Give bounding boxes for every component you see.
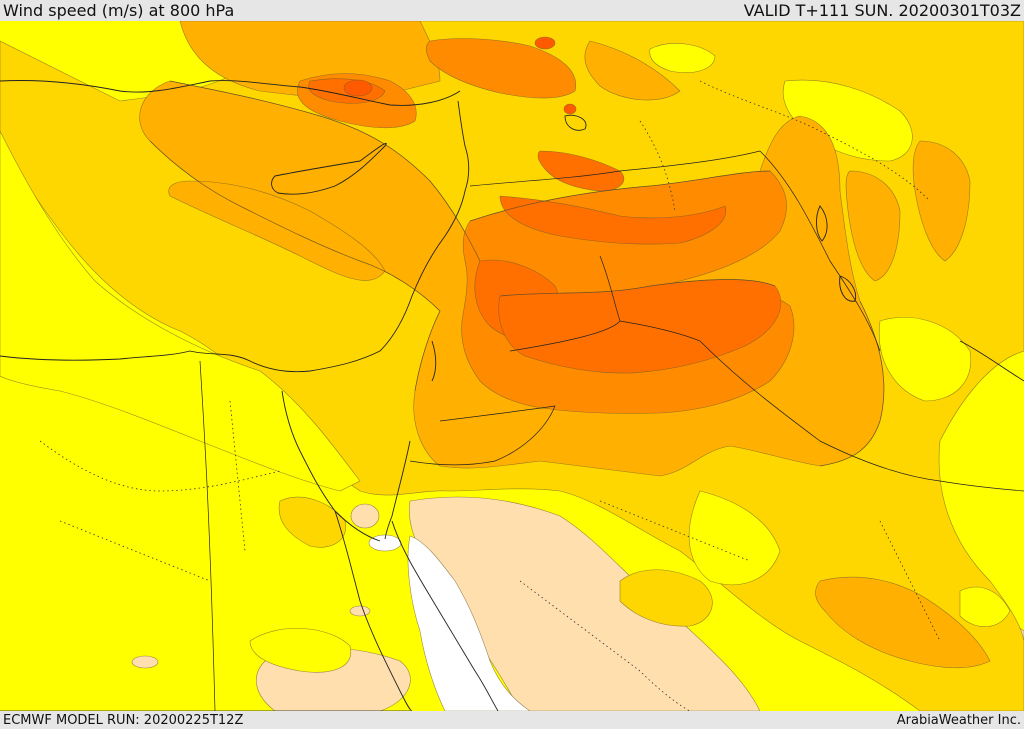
- fresh-wind-area: [584, 40, 681, 101]
- admin-boundary: [599, 500, 751, 562]
- light-wind-area: [688, 490, 781, 585]
- extreme-wind-area: [563, 103, 577, 115]
- small-weak-wind-area: [131, 655, 159, 669]
- dead-sea-outline: [431, 340, 437, 382]
- light-wind-area: [959, 586, 1011, 627]
- admin-boundary: [699, 80, 931, 202]
- extreme-wind-area: [534, 36, 556, 50]
- persian-gulf-coast: [959, 340, 1024, 382]
- map-footer: ECMWF MODEL RUN: 20200225T12Z ArabiaWeat…: [0, 711, 1024, 729]
- extreme-wind-area: [343, 79, 373, 97]
- map-title: Wind speed (m/s) at 800 hPa: [3, 1, 235, 20]
- border-iraq-syria: [599, 255, 701, 342]
- coastlines: [0, 80, 1024, 711]
- very-strong-wind-area: [537, 150, 625, 192]
- credit: ArabiaWeather Inc.: [896, 712, 1021, 728]
- lake-outline: [839, 275, 857, 302]
- small-weak-wind-area: [349, 605, 371, 617]
- light-wind-area: [649, 43, 716, 73]
- turkey-south-coast: [0, 80, 461, 106]
- calm-area: [407, 535, 531, 711]
- gulf-of-aqaba: [384, 440, 411, 540]
- border-iraq-saudi: [699, 340, 1024, 492]
- small-weak-wind-area: [350, 503, 380, 529]
- fresh-wind-area: [845, 170, 901, 282]
- map-header: Wind speed (m/s) at 800 hPa VALID T+111 …: [0, 0, 1024, 21]
- admin-boundary: [639, 120, 676, 212]
- moderate-wind-area: [278, 496, 347, 548]
- border-egypt-libya: [199, 360, 216, 711]
- gulf-of-suez: [281, 390, 381, 542]
- cyprus-outline: [271, 142, 387, 195]
- contour-lines: [149, 80, 885, 467]
- lake-van: [564, 114, 587, 131]
- fresh-wind-area: [168, 180, 386, 281]
- border-jordan-saudi: [409, 405, 556, 466]
- fresh-wind-area: [815, 576, 991, 669]
- extreme-wind-areas: [343, 36, 577, 115]
- light-wind-holes: [0, 43, 1011, 673]
- red-sea-west-coast: [334, 510, 413, 711]
- country-borders: [0, 150, 1024, 711]
- wind-speed-map: [0, 21, 1024, 711]
- light-wind-area: [878, 316, 972, 402]
- very-strong-wind-areas: [308, 78, 782, 374]
- lake-outline: [816, 205, 828, 242]
- admin-boundary: [39, 440, 281, 492]
- light-wind-area: [249, 627, 352, 673]
- admin-boundary: [879, 520, 941, 642]
- map-canvas: [0, 21, 1024, 711]
- admin-boundary: [59, 520, 211, 582]
- mediterranean-south-coast: [0, 350, 381, 373]
- model-run: ECMWF MODEL RUN: 20200225T12Z: [3, 712, 244, 728]
- light-wind-area: [0, 130, 361, 492]
- fresh-wind-area: [912, 140, 971, 262]
- admin-boundaries: [39, 80, 941, 711]
- moderate-wind-area: [619, 569, 713, 627]
- border-jordan-iraq: [509, 320, 621, 352]
- very-strong-wind-area: [499, 195, 727, 245]
- strong-wind-area: [425, 38, 577, 99]
- red-sea-east-coast: [391, 520, 499, 711]
- valid-time: VALID T+111 SUN. 20200301T03Z: [743, 1, 1021, 20]
- levant-coast: [379, 100, 470, 352]
- border-iran-iraq: [759, 150, 881, 352]
- border-syria-turkey: [469, 150, 761, 187]
